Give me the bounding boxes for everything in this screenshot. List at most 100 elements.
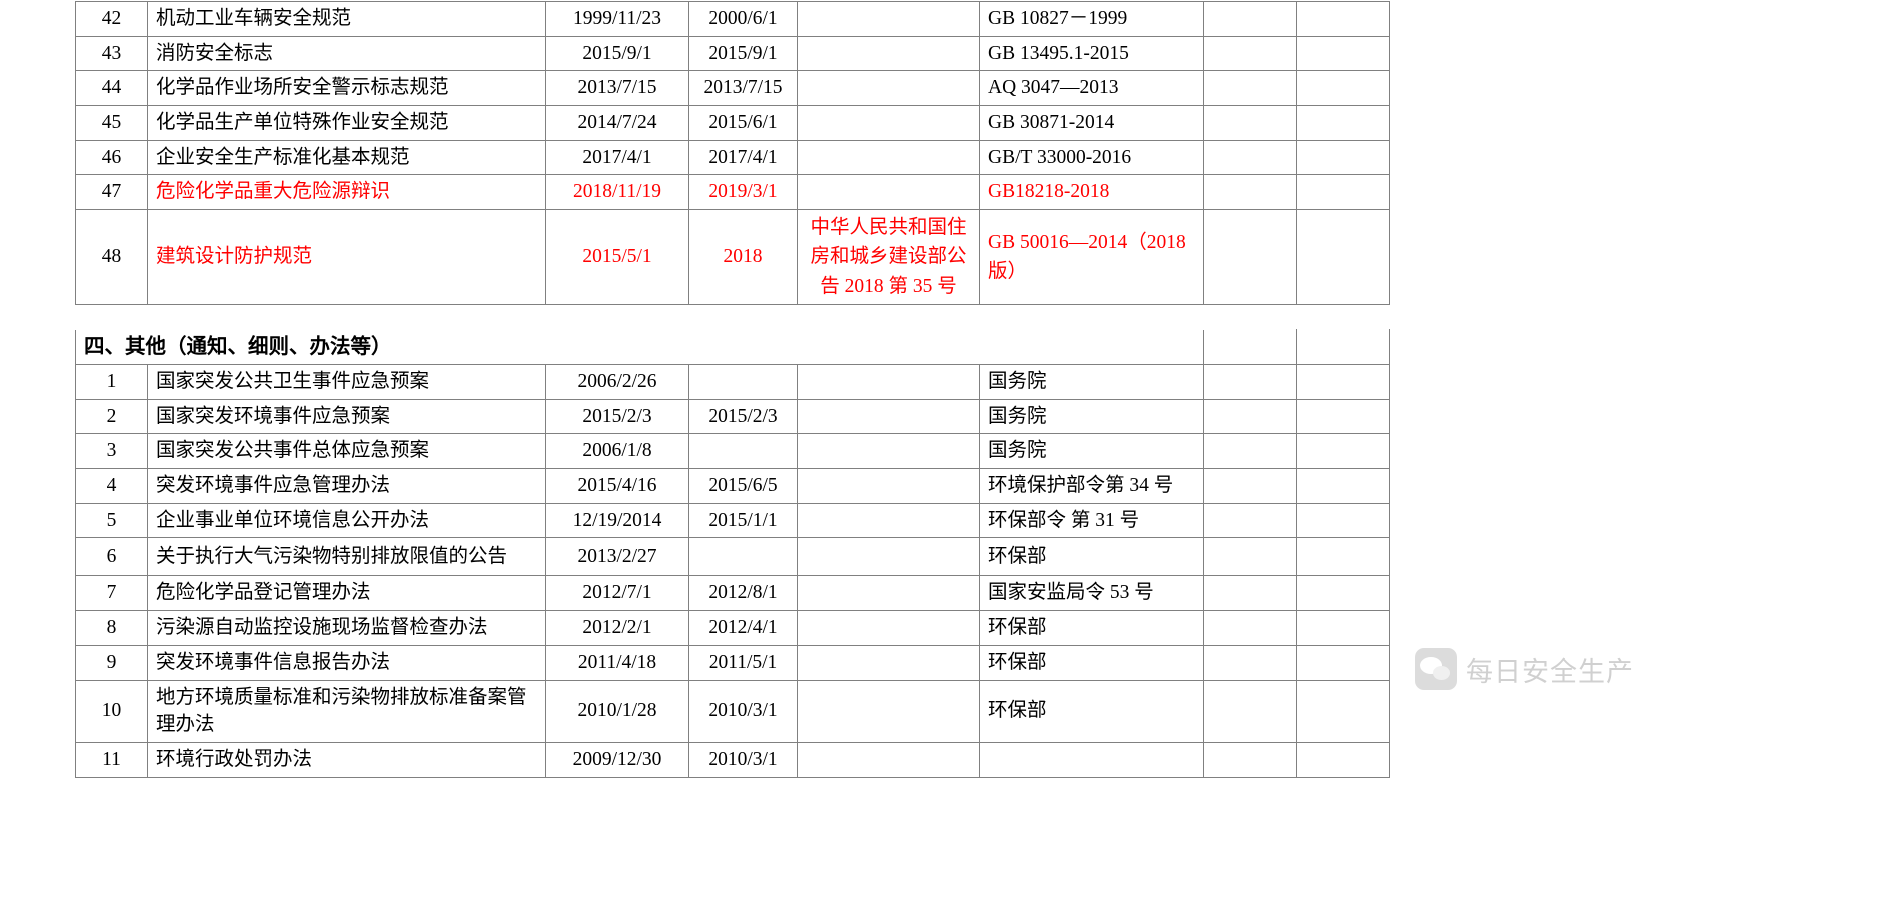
row-date-effective: 2019/3/1 <box>688 174 798 211</box>
row-date-effective: 2015/1/1 <box>688 502 798 539</box>
section-heading-stub-1 <box>1203 329 1298 366</box>
row-issuer: 中华人民共和国住房和城乡建设部公告 2018 第 35 号 <box>797 209 980 305</box>
row-name: 企业事业单位环境信息公开办法 <box>147 502 546 539</box>
row-date-effective: 2015/2/3 <box>688 398 798 435</box>
row-date-issued: 2017/4/1 <box>545 139 689 176</box>
row-extra-1 <box>1203 679 1297 743</box>
row-extra-2 <box>1296 174 1390 211</box>
other-regulations-table: 1 国家突发公共卫生事件应急预案 2006/2/26 国务院 2 国家突发环境事件应急预案… <box>75 364 1390 778</box>
row-code: GB 30871-2014 <box>979 105 1204 141</box>
row-date-issued: 2014/7/24 <box>545 105 689 141</box>
row-name: 环境行政处罚办法 <box>147 741 546 778</box>
standards-table-section: 42 机动工业车辆安全规范 1999/11/23 2000/6/1 GB 10827－1… <box>75 1 1390 305</box>
row-date-effective: 2017/4/1 <box>688 139 798 176</box>
row-index: 44 <box>75 70 148 107</box>
row-date-effective <box>688 537 798 577</box>
table-row: 42 机动工业车辆安全规范 1999/11/23 2000/6/1 GB 10827－1… <box>75 1 1390 37</box>
row-index: 5 <box>75 502 148 539</box>
row-date-issued: 2012/2/1 <box>545 610 689 646</box>
row-name: 化学品作业场所安全警示标志规范 <box>147 70 546 107</box>
row-date-issued: 2013/7/15 <box>545 70 689 107</box>
wechat-logo-icon <box>1415 648 1457 690</box>
row-extra-1 <box>1203 209 1297 305</box>
row-code: 国家安监局令 53 号 <box>979 575 1204 612</box>
row-code: 国务院 <box>979 364 1204 400</box>
table-row: 8 污染源自动监控设施现场监督检查办法 2012/2/1 2012/4/1 环保部 <box>75 610 1390 646</box>
row-code: GB 13495.1-2015 <box>979 35 1204 72</box>
row-code: GB 50016—2014（2018 版） <box>979 209 1204 305</box>
row-extra-2 <box>1296 502 1390 539</box>
row-issuer <box>797 174 980 211</box>
row-extra-2 <box>1296 610 1390 646</box>
row-extra-1 <box>1203 364 1297 400</box>
row-date-effective: 2010/3/1 <box>688 741 798 778</box>
row-date-effective <box>688 433 798 470</box>
row-issuer <box>797 1 980 37</box>
row-extra-2 <box>1296 364 1390 400</box>
row-date-effective: 2011/5/1 <box>688 644 798 681</box>
row-name: 消防安全标志 <box>147 35 546 72</box>
row-date-issued: 2015/5/1 <box>545 209 689 305</box>
row-extra-1 <box>1203 105 1297 141</box>
row-date-issued: 2018/11/19 <box>545 174 689 211</box>
table-row: 4 突发环境事件应急管理办法 2015/4/16 2015/6/5 环境保护部令第 34… <box>75 468 1390 504</box>
row-extra-1 <box>1203 610 1297 646</box>
row-name: 突发环境事件应急管理办法 <box>147 468 546 504</box>
row-index: 47 <box>75 174 148 211</box>
row-name: 突发环境事件信息报告办法 <box>147 644 546 681</box>
row-date-issued: 2006/1/8 <box>545 433 689 470</box>
row-index: 7 <box>75 575 148 612</box>
row-date-issued: 2010/1/28 <box>545 679 689 743</box>
row-name: 危险化学品登记管理办法 <box>147 575 546 612</box>
table-row: 2 国家突发环境事件应急预案 2015/2/3 2015/2/3 国务院 <box>75 398 1390 435</box>
row-extra-2 <box>1296 468 1390 504</box>
row-extra-1 <box>1203 35 1297 72</box>
row-date-effective: 2012/4/1 <box>688 610 798 646</box>
row-name: 污染源自动监控设施现场监督检查办法 <box>147 610 546 646</box>
row-extra-2 <box>1296 644 1390 681</box>
row-issuer <box>797 741 980 778</box>
row-index: 4 <box>75 468 148 504</box>
table-row: 9 突发环境事件信息报告办法 2011/4/18 2011/5/1 环保部 <box>75 644 1390 681</box>
row-extra-2 <box>1296 537 1390 577</box>
row-extra-2 <box>1296 35 1390 72</box>
row-date-effective <box>688 364 798 400</box>
row-extra-1 <box>1203 1 1297 37</box>
row-index: 45 <box>75 105 148 141</box>
row-code: 环保部 <box>979 644 1204 681</box>
row-issuer <box>797 70 980 107</box>
table-row: 7 危险化学品登记管理办法 2012/7/1 2012/8/1 国家安监局令 53 号 <box>75 575 1390 612</box>
row-index: 48 <box>75 209 148 305</box>
row-name: 机动工业车辆安全规范 <box>147 1 546 37</box>
row-date-effective: 2018 <box>688 209 798 305</box>
row-index: 10 <box>75 679 148 743</box>
row-issuer <box>797 398 980 435</box>
other-regulations-table-body: 1 国家突发公共卫生事件应急预案 2006/2/26 国务院 2 国家突发环境事件应急预案… <box>75 364 1390 778</box>
row-issuer <box>797 502 980 539</box>
standards-table-body: 42 机动工业车辆安全规范 1999/11/23 2000/6/1 GB 10827－1… <box>75 1 1390 305</box>
table-row: 11 环境行政处罚办法 2009/12/30 2010/3/1 <box>75 741 1390 778</box>
row-date-effective: 2013/7/15 <box>688 70 798 107</box>
row-issuer <box>797 35 980 72</box>
table-row: 10 地方环境质量标准和污染物排放标准备案管理办法 2010/1/28 2010/3/… <box>75 679 1390 743</box>
row-index: 43 <box>75 35 148 72</box>
row-extra-2 <box>1296 679 1390 743</box>
section-heading-table: 四、其他（通知、细则、办法等） <box>74 329 1391 366</box>
row-extra-1 <box>1203 502 1297 539</box>
row-issuer <box>797 644 980 681</box>
row-date-issued: 2012/7/1 <box>545 575 689 612</box>
table-row: 46 企业安全生产标准化基本规范 2017/4/1 2017/4/1 GB/T 3300… <box>75 139 1390 176</box>
row-index: 8 <box>75 610 148 646</box>
row-extra-2 <box>1296 70 1390 107</box>
row-issuer <box>797 575 980 612</box>
watermark-label: 每日安全生产 <box>1466 656 1634 688</box>
row-extra-1 <box>1203 139 1297 176</box>
table-row: 47 危险化学品重大危险源辩识 2018/11/19 2019/3/1 GB18218-… <box>75 174 1390 211</box>
row-code: 环境保护部令第 34 号 <box>979 468 1204 504</box>
section-heading-text: 四、其他（通知、细则、办法等） <box>74 329 1204 366</box>
row-code: GB/T 33000-2016 <box>979 139 1204 176</box>
row-issuer <box>797 105 980 141</box>
table-row: 3 国家突发公共事件总体应急预案 2006/1/8 国务院 <box>75 433 1390 470</box>
row-extra-1 <box>1203 433 1297 470</box>
row-code: 国务院 <box>979 398 1204 435</box>
